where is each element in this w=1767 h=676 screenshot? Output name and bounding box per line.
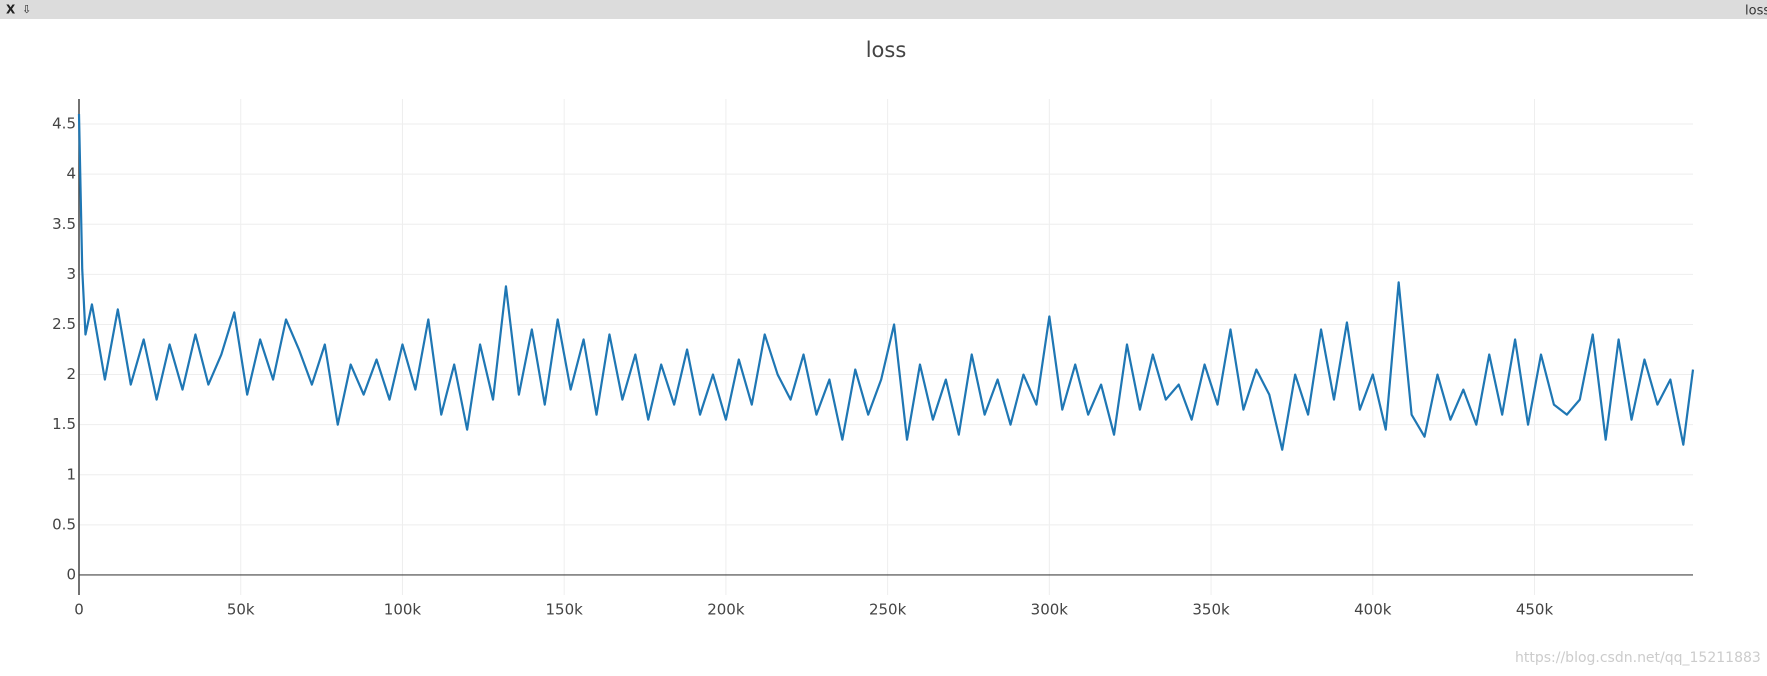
- y-tick-label: 1: [66, 465, 76, 483]
- x-tick-label: 350k: [1192, 601, 1230, 619]
- x-tick-label: 150k: [546, 601, 584, 619]
- x-tick-label: 450k: [1516, 601, 1554, 619]
- pin-button[interactable]: ⇩: [22, 3, 31, 16]
- x-tick-label: 200k: [707, 601, 745, 619]
- x-tick-label: 50k: [227, 601, 255, 619]
- y-tick-label: 0: [66, 565, 76, 583]
- y-tick-label: 3: [66, 265, 76, 283]
- x-tick-label: 400k: [1354, 601, 1392, 619]
- y-tick-label: 4: [66, 165, 76, 183]
- chart-title: loss: [866, 38, 907, 62]
- y-tick-label: 3.5: [52, 215, 76, 233]
- window-title: loss: [1745, 4, 1767, 19]
- x-tick-label: 250k: [869, 601, 907, 619]
- y-tick-label: 0.5: [52, 515, 76, 533]
- x-tick-label: 100k: [384, 601, 422, 619]
- watermark: https://blog.csdn.net/qq_15211883: [1515, 650, 1761, 666]
- y-tick-label: 1.5: [52, 415, 76, 433]
- line-series: [77, 114, 1695, 451]
- y-tick-label: 2.5: [52, 315, 76, 333]
- x-tick-label: 300k: [1031, 601, 1069, 619]
- y-tick-label: 2: [66, 365, 76, 383]
- window-bar: [0, 0, 1767, 19]
- close-button[interactable]: X: [6, 3, 16, 17]
- y-tick-label: 4.5: [52, 115, 76, 133]
- x-tick-label: 0: [74, 601, 84, 619]
